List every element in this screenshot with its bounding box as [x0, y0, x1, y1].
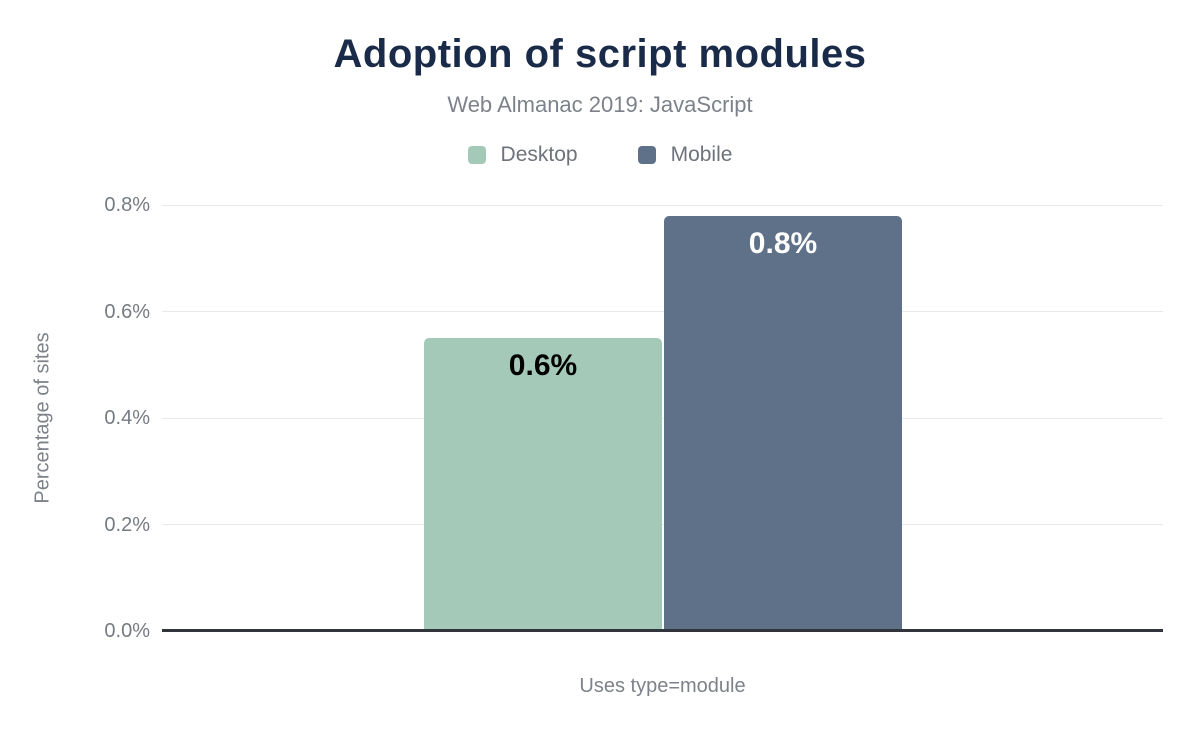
desktop-swatch-icon — [467, 146, 486, 164]
y-tick-label: 0.0% — [104, 620, 150, 642]
chart-title: Adoption of script modules — [333, 32, 867, 76]
y-tick-label: 0.8% — [104, 194, 150, 216]
gridline — [162, 524, 1163, 525]
y-tick-label: 0.6% — [104, 300, 150, 323]
x-axis-title: Uses type=module — [579, 675, 746, 697]
chart-subtitle: Web Almanac 2019: JavaScript — [447, 92, 753, 117]
bar-value-label-mobile: 0.8% — [748, 227, 818, 260]
bar-desktop[interactable]: 0.6% — [424, 338, 662, 631]
gridline — [162, 417, 1163, 419]
bar-mobile[interactable]: 0.8% — [664, 216, 902, 631]
x-axis-line — [162, 629, 1163, 632]
y-axis-ticks: 0.0% 0.2% 0.4% 0.6% 0.8% — [0, 194, 150, 642]
y-tick-label: 0.4% — [104, 407, 150, 429]
legend-label-mobile: Mobile — [670, 143, 733, 166]
chart-plot-area: 0.6% 0.8% — [162, 204, 1163, 632]
y-tick-label: 0.2% — [104, 513, 150, 536]
legend-label-desktop: Desktop — [500, 143, 578, 166]
legend: Desktop Mobile — [0, 143, 1200, 167]
bar-value-label-desktop: 0.6% — [508, 349, 578, 382]
legend-item-mobile: Mobile — [637, 143, 733, 167]
legend-item-desktop: Desktop — [467, 143, 578, 167]
mobile-swatch-icon — [637, 146, 656, 164]
gridline — [162, 204, 1163, 206]
gridline — [162, 311, 1163, 312]
